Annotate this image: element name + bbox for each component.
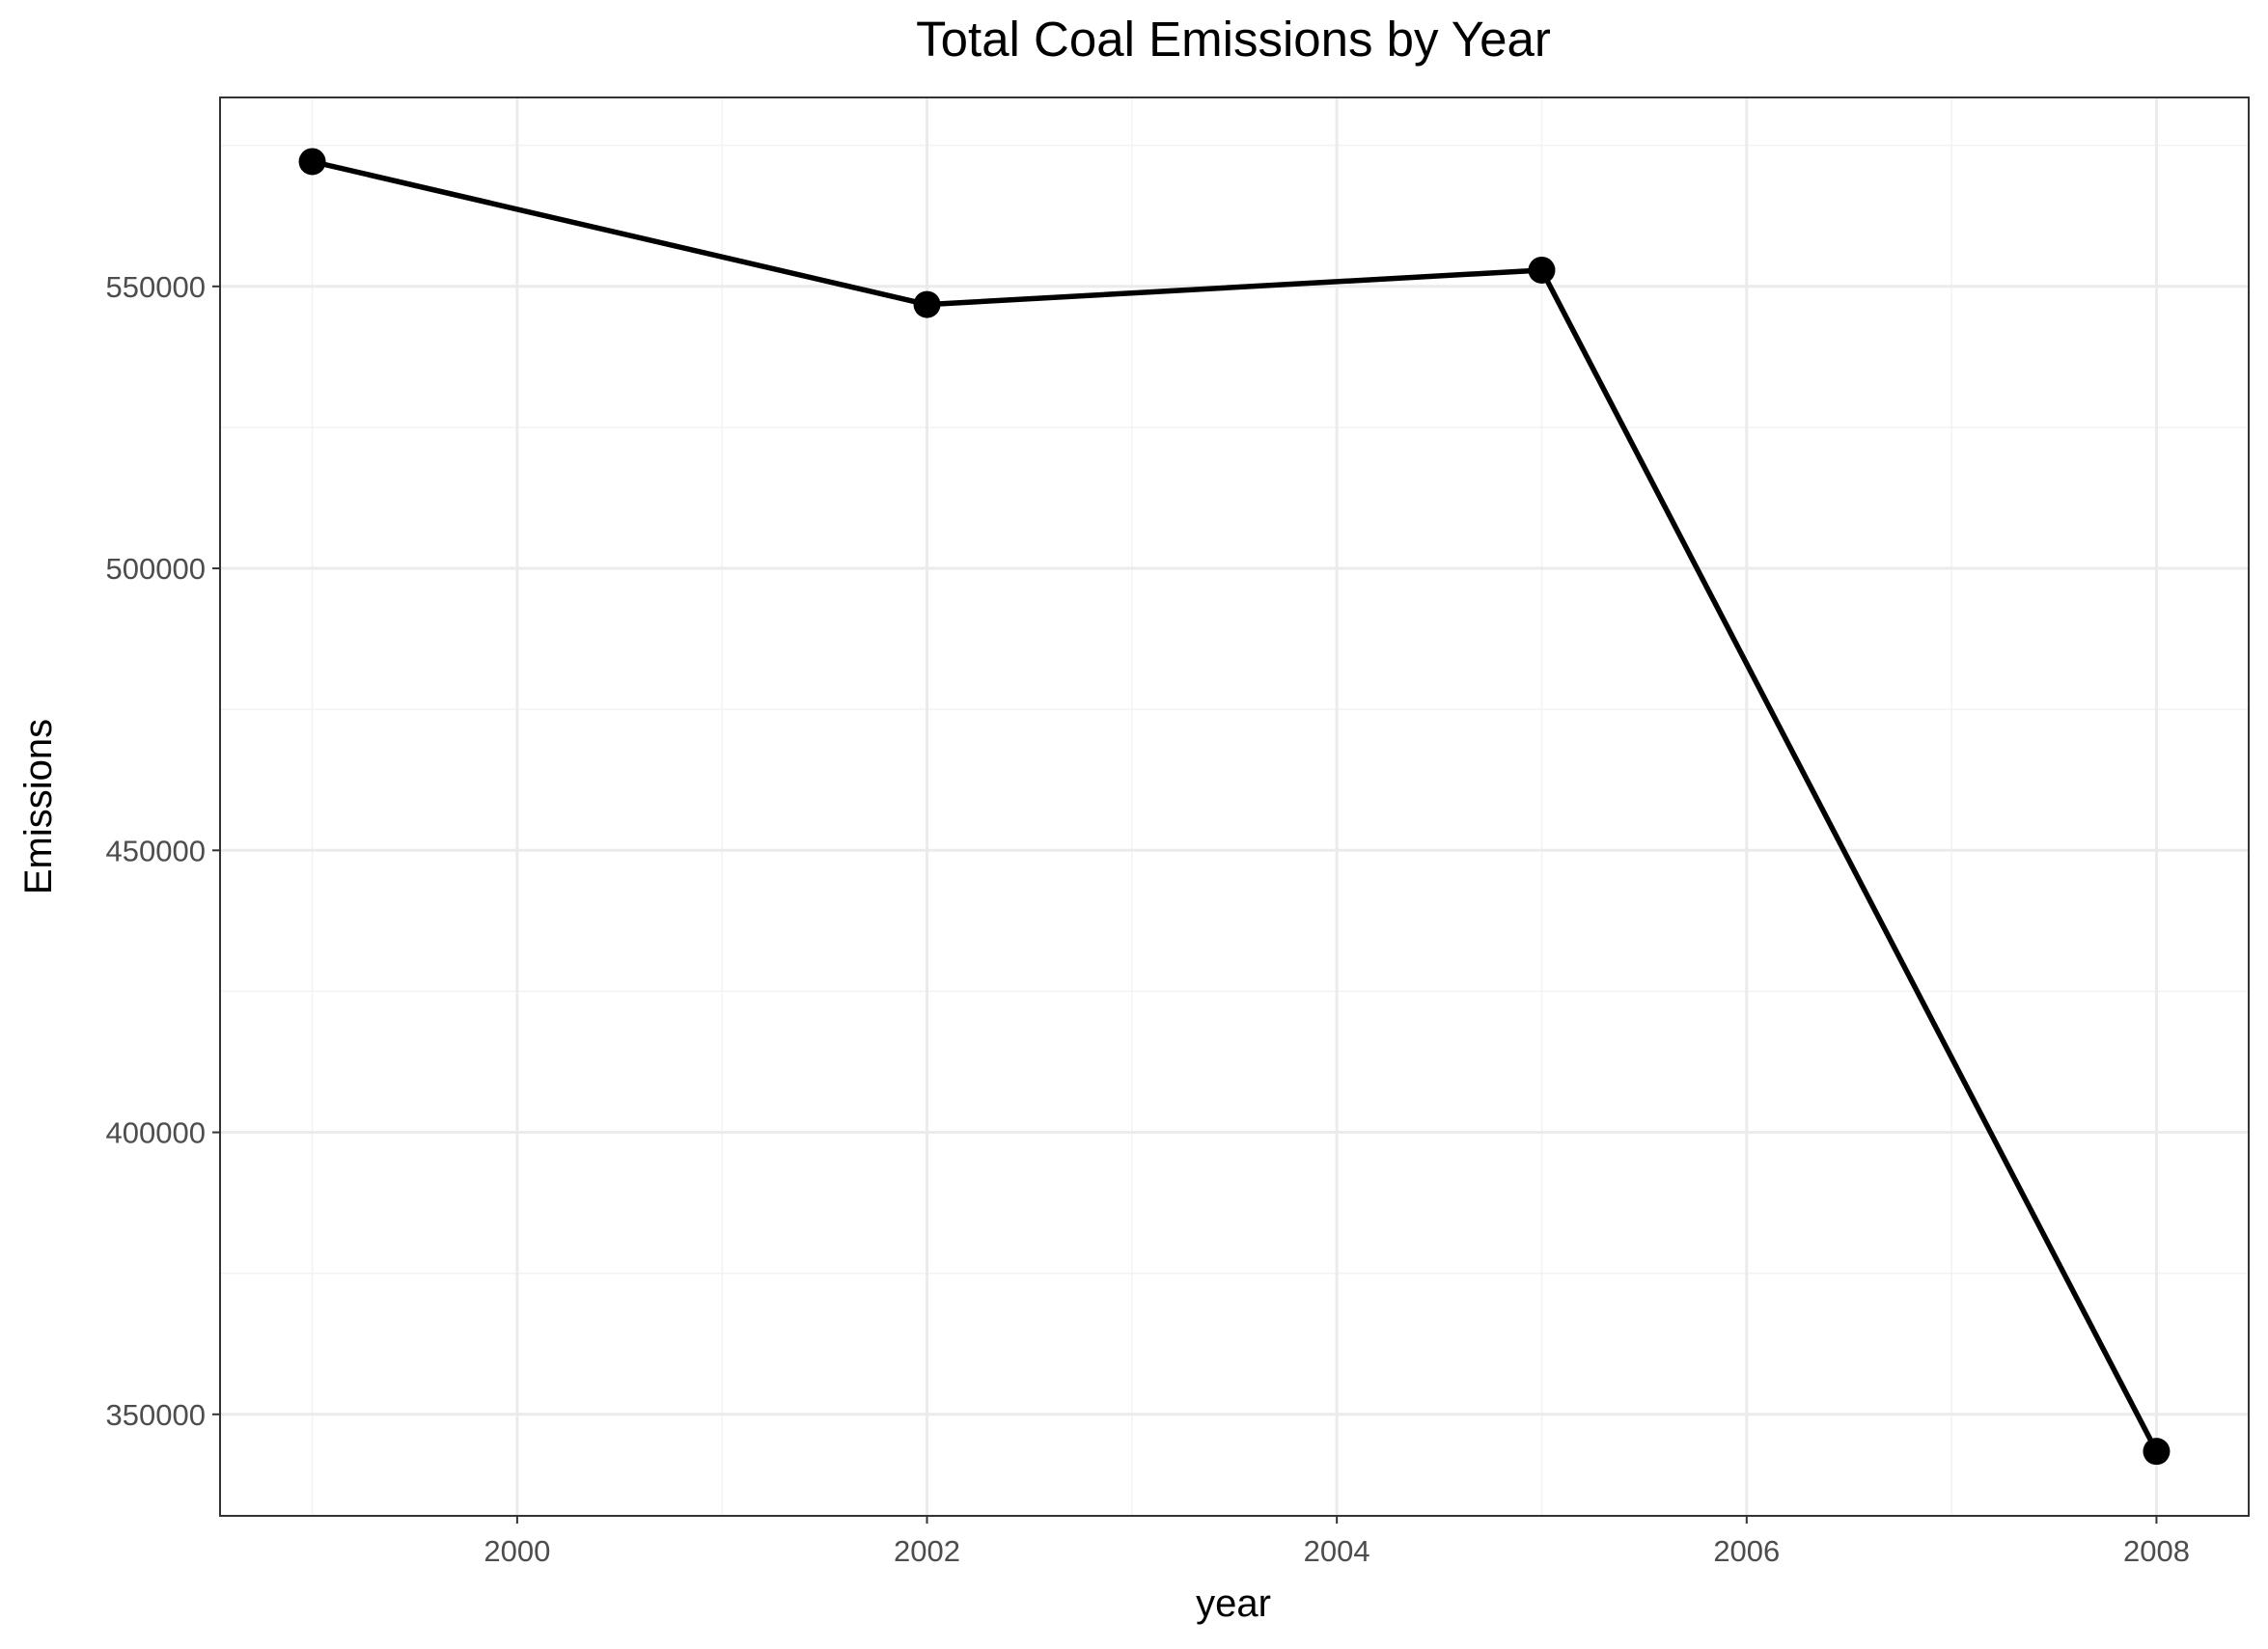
data-point <box>1528 256 1556 284</box>
panel-border <box>219 96 2250 1517</box>
series-line <box>311 158 2159 1453</box>
x-tick-label: 2004 <box>1304 1534 1370 1568</box>
y-axis-title: Emissions <box>17 719 60 894</box>
plot-area: 2000 2002 2004 2006 2008 350000 400000 450000 50… <box>106 96 2250 1568</box>
y-tick-label: 400000 <box>106 1116 206 1150</box>
x-tick-label: 2000 <box>484 1534 550 1568</box>
y-tick-label: 350000 <box>106 1398 206 1432</box>
x-tick-label: 2006 <box>1713 1534 1780 1568</box>
y-tick-label: 500000 <box>106 552 206 586</box>
x-tick-label: 2008 <box>2123 1534 2190 1568</box>
y-tick-label: 450000 <box>106 834 206 867</box>
data-point <box>913 290 941 318</box>
chart-title: Total Coal Emissions by Year <box>916 12 1551 67</box>
data-point <box>2143 1438 2171 1466</box>
y-tick-label: 550000 <box>106 270 206 304</box>
x-tick-label: 2002 <box>894 1534 960 1568</box>
x-axis-title: year <box>1196 1582 1271 1625</box>
data-point <box>298 148 326 176</box>
